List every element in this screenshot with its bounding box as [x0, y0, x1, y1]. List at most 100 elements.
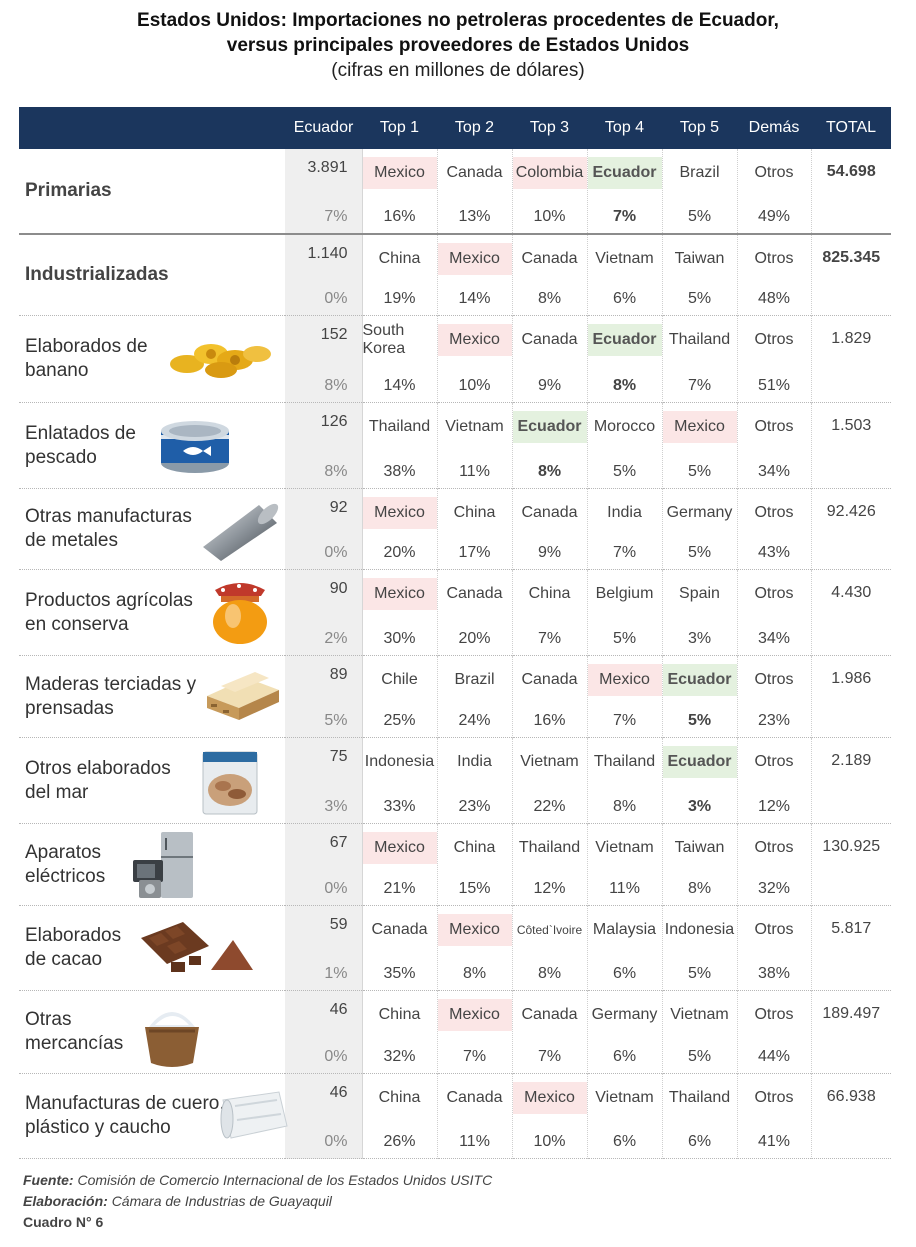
row-label-cell: Enlatados de pescado — [19, 403, 285, 489]
others-cell: Otros 34% — [736, 569, 811, 656]
country-share: 12% — [533, 880, 566, 897]
table-row: Elaborados de cacao 59 1% Canada 35% Mexico 8%… — [19, 905, 891, 991]
ecuador-share: 8% — [324, 377, 348, 394]
top-5-cell: Germany 5% — [661, 488, 737, 570]
top-4-cell: Thailand 8% — [586, 737, 662, 824]
header-0: Ecuador — [285, 107, 362, 149]
top-5-cell: Thailand 6% — [661, 1073, 737, 1159]
country-name: Otros — [754, 1089, 794, 1106]
row-label-cell: Aparatos eléctricos — [19, 824, 285, 906]
others-cell: Otros 38% — [736, 905, 811, 991]
row-label: Industrializadas — [25, 264, 169, 285]
country-name: Ecuador — [587, 324, 662, 356]
country-share: 24% — [458, 712, 491, 729]
table-row: Industrializadas 1.140 0% China 19% Mexico 14%… — [19, 234, 891, 316]
country-name: Otros — [754, 1006, 794, 1023]
country-name: Mexico — [662, 411, 737, 443]
country-share: 7% — [462, 1048, 487, 1065]
country-share: 51% — [757, 377, 791, 394]
header-5: Top 5 — [662, 107, 737, 149]
table-title: Estados Unidos: Importaciones no petrole… — [0, 8, 916, 83]
total-cell: 1.986 — [810, 655, 891, 738]
country-name: Taiwan — [674, 250, 725, 267]
row-label-cell: Otras manufacturas de metales — [19, 489, 285, 570]
row-label: Productos agrícolas en conserva — [25, 589, 193, 635]
country-share: 21% — [383, 880, 416, 897]
country-name: Mexico — [437, 999, 512, 1031]
row-label: Elaborados de banano — [25, 336, 148, 381]
country-name: Canada — [446, 585, 503, 602]
country-share: 7% — [537, 1048, 562, 1065]
top-1-cell: Indonesia 33% — [361, 737, 437, 824]
country-share: 12% — [757, 798, 791, 815]
country-name: Canada — [521, 331, 578, 348]
country-share: 5% — [687, 290, 712, 307]
metal-pipe-icon — [197, 497, 283, 563]
others-cell: Otros 12% — [736, 737, 811, 824]
country-name: Brazil — [454, 671, 495, 688]
ecuador-share: 7% — [324, 208, 348, 225]
country-share: 11% — [459, 463, 490, 480]
country-share: 10% — [458, 377, 491, 394]
total-value: 92.426 — [826, 503, 876, 520]
plastic-roll-icon — [219, 1086, 291, 1144]
country-name: Thailand — [368, 418, 431, 435]
top-2-cell: India 23% — [436, 737, 512, 824]
row-label-cell: Industrializadas — [19, 234, 285, 316]
country-name: Thailand — [518, 839, 581, 856]
country-name: Canada — [446, 1089, 503, 1106]
appliances-icon — [131, 830, 201, 900]
top-1-cell: China 32% — [361, 990, 437, 1074]
table-row: Primarias 3.891 7% Mexico 16% Canada 13% Colomb… — [19, 149, 891, 234]
country-name: Indonesia — [664, 921, 735, 938]
ecuador-share: 2% — [324, 630, 348, 647]
country-share: 10% — [533, 1133, 566, 1150]
top-5-cell: Taiwan 5% — [661, 234, 737, 316]
total-value: 66.938 — [826, 1088, 876, 1105]
row-label-cell: Maderas terciadas y prensadas — [19, 656, 285, 738]
country-name: Vietnam — [670, 1006, 729, 1023]
ecuador-share: 8% — [324, 463, 348, 480]
title-line-1: Estados Unidos: Importaciones no petrole… — [137, 10, 779, 31]
others-cell: Otros 34% — [736, 402, 811, 489]
row-label-cell: Elaborados de cacao — [19, 906, 285, 991]
country-name: Ecuador — [587, 157, 662, 189]
others-cell: Otros 44% — [736, 990, 811, 1074]
tuna-can-icon — [157, 415, 233, 475]
country-share: 8% — [537, 463, 562, 480]
total-cell: 66.938 — [810, 1073, 891, 1159]
total-value: 1.986 — [831, 670, 872, 687]
country-share: 7% — [612, 712, 637, 729]
top-5-cell: Ecuador 3% — [661, 737, 737, 824]
country-name: China — [528, 585, 571, 602]
country-name: South Korea — [362, 322, 406, 357]
plywood-icon — [203, 668, 283, 726]
table-row: Enlatados de pescado 126 8% Thailand 38% Viet… — [19, 402, 891, 489]
top-4-cell: India 7% — [586, 488, 662, 570]
total-value: 4.430 — [831, 584, 872, 601]
top-2-cell: Mexico 14% — [436, 234, 512, 316]
country-share: 30% — [383, 630, 416, 647]
country-share: 20% — [383, 544, 416, 561]
table-number: Cuadro N° 6 — [23, 1214, 104, 1230]
top-4-cell: Ecuador 7% — [586, 149, 662, 234]
country-share: 15% — [458, 880, 491, 897]
country-share: 11% — [609, 880, 640, 897]
row-label-cell: Elaborados de banano — [19, 316, 285, 403]
country-name: Mexico — [362, 157, 437, 189]
country-name: Otros — [754, 164, 794, 181]
top-2-cell: China 15% — [436, 823, 512, 906]
table-row: Otros elaborados del mar 75 3% Indonesia 33%… — [19, 737, 891, 824]
total-value: 825.345 — [822, 249, 881, 266]
country-name: Canada — [371, 921, 428, 938]
top-1-cell: China 19% — [361, 234, 437, 316]
row-label: Otras mercancías — [25, 1009, 124, 1054]
ecuador-cell: 46 0% — [285, 990, 363, 1074]
country-name: Ecuador — [512, 411, 587, 443]
total-value: 54.698 — [826, 163, 876, 180]
country-name: Chile — [381, 671, 418, 688]
country-share: 14% — [458, 290, 491, 307]
ecuador-cell: 92 0% — [285, 488, 363, 570]
top-1-cell: Mexico 21% — [361, 823, 437, 906]
country-share: 41% — [757, 1133, 791, 1150]
